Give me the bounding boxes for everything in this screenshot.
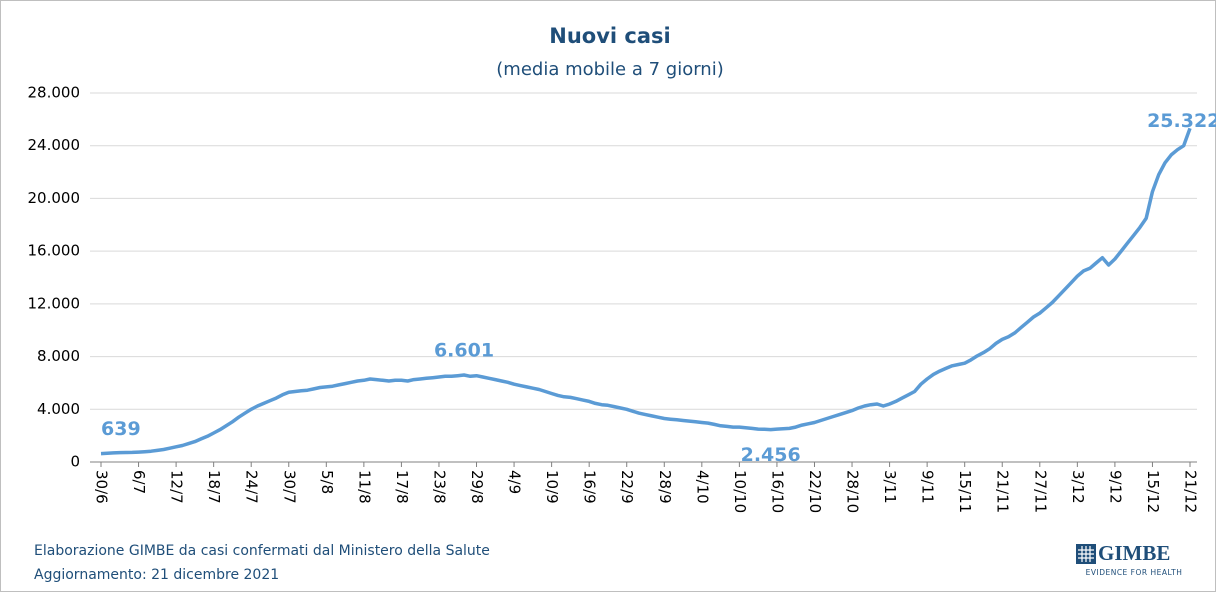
- x-tick-label: 28/10: [844, 470, 862, 513]
- data-label: 25.322: [1147, 110, 1216, 132]
- footer-note: Elaborazione GIMBE da casi confermati da…: [34, 543, 490, 559]
- x-tick-label: 22/10: [806, 470, 824, 513]
- logo-tagline: EVIDENCE FOR HEALTH: [1086, 568, 1183, 577]
- x-tick-label: 27/11: [1031, 470, 1049, 513]
- chart-subtitle: (media mobile a 7 giorni): [496, 59, 723, 80]
- x-tick-label: 15/12: [1144, 470, 1162, 513]
- x-tick-label: 18/7: [205, 470, 223, 504]
- y-tick-label: 20.000: [28, 189, 81, 207]
- x-tick-label: 4/10: [693, 470, 711, 504]
- x-tick-label: 22/9: [618, 470, 636, 504]
- x-tick-label: 9/12: [1106, 470, 1124, 504]
- line-series: [100, 127, 1192, 456]
- data-label: 6.601: [434, 340, 494, 362]
- y-tick-label: 8.000: [37, 347, 80, 365]
- footer-note: Aggiornamento: 21 dicembre 2021: [34, 567, 279, 583]
- x-tick-label: 12/7: [168, 470, 186, 504]
- logo: GIMBE EVIDENCE FOR HEALTH: [1076, 541, 1182, 577]
- x-tick-label: 3/11: [881, 470, 899, 504]
- x-tick-label: 6/7: [130, 470, 148, 494]
- x-tick-label: 4/9: [506, 470, 524, 494]
- x-tick-label: 21/12: [1182, 470, 1200, 513]
- y-tick-label: 4.000: [37, 400, 80, 418]
- x-tick-label: 30/6: [93, 470, 111, 504]
- x-tick-label: 24/7: [243, 470, 261, 504]
- x-tick-label: 16/9: [581, 470, 599, 504]
- x-tick-label: 21/11: [994, 470, 1012, 513]
- y-tick-label: 16.000: [28, 242, 81, 260]
- logo-name: GIMBE: [1098, 541, 1170, 565]
- x-tick-label: 9/11: [919, 470, 937, 504]
- x-tick-label: 17/8: [393, 470, 411, 504]
- data-label: 639: [101, 418, 141, 440]
- y-tick-label: 24.000: [28, 136, 81, 154]
- data-label: 2.456: [741, 444, 801, 466]
- x-tick-label: 11/8: [355, 470, 373, 504]
- x-tick-label: 23/8: [430, 470, 448, 504]
- x-tick-label: 10/9: [543, 470, 561, 504]
- x-tick-label: 3/12: [1069, 470, 1087, 504]
- logo-icon: [1078, 546, 1094, 562]
- chart-title: Nuovi casi: [549, 24, 670, 48]
- x-tick-label: 16/10: [768, 470, 786, 513]
- x-tick-label: 5/8: [318, 470, 336, 494]
- x-tick-label: 30/7: [280, 470, 298, 504]
- x-tick-label: 10/10: [731, 470, 749, 513]
- x-tick-label: 29/8: [468, 470, 486, 504]
- y-tick-label: 12.000: [28, 294, 81, 312]
- y-tick-label: 0: [70, 453, 80, 471]
- x-tick-label: 15/11: [956, 470, 974, 513]
- y-tick-label: 28.000: [28, 84, 81, 102]
- x-tick-label: 28/9: [656, 470, 674, 504]
